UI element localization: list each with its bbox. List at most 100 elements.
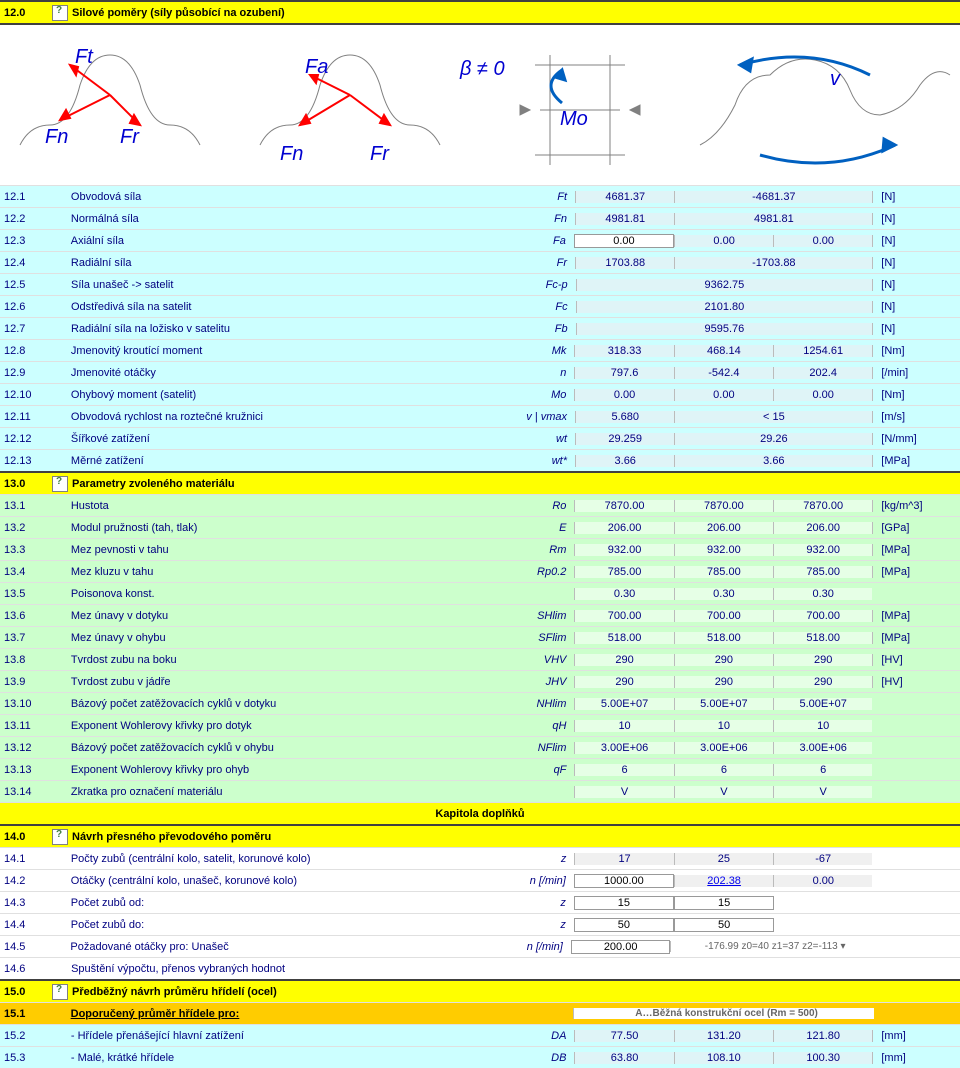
value-1[interactable]: 200.00 bbox=[571, 940, 671, 954]
row-label: Mez pevnosti v tahu bbox=[71, 544, 488, 556]
row-symbol: E bbox=[488, 522, 575, 534]
value-2: 4981.81 bbox=[674, 213, 872, 225]
value-2: 700.00 bbox=[674, 610, 773, 622]
value-3: V bbox=[773, 786, 872, 798]
table-row: 14.1Počty zubů (centrální kolo, satelit,… bbox=[0, 847, 960, 869]
value-1[interactable]: 50 bbox=[574, 918, 674, 932]
value-2: 785.00 bbox=[674, 566, 773, 578]
value-1[interactable]: 0.00 bbox=[574, 234, 674, 248]
unit: [HV] bbox=[872, 676, 960, 688]
value-1: 7870.00 bbox=[574, 500, 673, 512]
table-row: 13.11Exponent Wohlerovy křivky pro dotyk… bbox=[0, 714, 960, 736]
table-row: 12.13Měrné zatíženíwt*3.663.66[MPa] bbox=[0, 449, 960, 471]
value-2[interactable]: 15 bbox=[674, 896, 774, 910]
row-label: Počet zubů do: bbox=[71, 919, 487, 931]
value-1: 3.66 bbox=[575, 455, 674, 467]
value-2: 6 bbox=[674, 764, 773, 776]
value-2: 0.30 bbox=[674, 588, 773, 600]
row-number: 13.11 bbox=[0, 720, 51, 732]
row-number: 14.2 bbox=[0, 875, 51, 887]
label-v: v bbox=[830, 68, 841, 90]
value-2: 5.00E+07 bbox=[674, 698, 773, 710]
row-symbol: SFlim bbox=[488, 632, 575, 644]
value-2: -4681.37 bbox=[674, 191, 872, 203]
value-2[interactable]: 202.38 bbox=[674, 875, 773, 887]
section-title: Předběžný návrh průměru hřídelí (ocel) bbox=[72, 986, 496, 998]
value: 9595.76 bbox=[576, 323, 873, 335]
row-number: 13.2 bbox=[0, 522, 51, 534]
table-row: 12.11Obvodová rychlost na roztečné kružn… bbox=[0, 405, 960, 427]
value-3: 6 bbox=[773, 764, 872, 776]
row-symbol: Fn bbox=[488, 213, 575, 225]
row-symbol: n bbox=[488, 367, 575, 379]
row-number: 12.10 bbox=[0, 389, 51, 401]
row-symbol: DB bbox=[488, 1052, 575, 1064]
row-symbol: Rp0.2 bbox=[488, 566, 575, 578]
value-3: 932.00 bbox=[773, 544, 872, 556]
row-symbol: Mo bbox=[488, 389, 575, 401]
section-title: Návrh přesného převodového poměru bbox=[72, 831, 496, 843]
section-13-header: 13.0 Parametry zvoleného materiálu bbox=[0, 471, 960, 494]
row-label: Mez kluzu v tahu bbox=[71, 566, 488, 578]
material-dropdown[interactable]: A…Běžná konstrukční ocel (Rm = 500) bbox=[573, 1008, 874, 1019]
section-14-header: 14.0 Návrh přesného převodového poměru bbox=[0, 824, 960, 847]
row-label: Mez únavy v dotyku bbox=[71, 610, 488, 622]
dropdown[interactable]: -176.99 z0=40 z1=37 z2=-113 ▾ bbox=[670, 941, 872, 952]
row-symbol: v | vmax bbox=[488, 411, 575, 423]
help-icon[interactable] bbox=[52, 984, 68, 1000]
table-row: 12.10Ohybový moment (satelit)Mo0.000.000… bbox=[0, 383, 960, 405]
value-3: 10 bbox=[773, 720, 872, 732]
row-label: Počet zubů od: bbox=[71, 897, 487, 909]
section-number: 12.0 bbox=[0, 7, 52, 19]
row-number: 12.4 bbox=[0, 257, 51, 269]
row-number: 13.13 bbox=[0, 764, 51, 776]
row-label: - Malé, krátké hřídele bbox=[71, 1052, 488, 1064]
value-2: V bbox=[674, 786, 773, 798]
value-1: 5.680 bbox=[575, 411, 674, 423]
row-symbol: Fc-p bbox=[489, 279, 576, 291]
value-1: 63.80 bbox=[574, 1052, 673, 1064]
row-symbol: Mk bbox=[488, 345, 575, 357]
row-symbol: Fc bbox=[489, 301, 576, 313]
table-row: 13.8Tvrdost zubu na bokuVHV290290290[HV] bbox=[0, 648, 960, 670]
value-1[interactable]: 1000.00 bbox=[574, 874, 674, 888]
value-1: 1703.88 bbox=[575, 257, 674, 269]
value-3: 1254.61 bbox=[773, 345, 872, 357]
row-number: 12.3 bbox=[0, 235, 51, 247]
table-row: 13.13Exponent Wohlerovy křivky pro ohybq… bbox=[0, 758, 960, 780]
row-label: - Hřídele přenášející hlavní zatížení bbox=[71, 1030, 488, 1042]
help-icon[interactable] bbox=[52, 829, 68, 845]
unit: [MPa] bbox=[872, 455, 960, 467]
value-2: 206.00 bbox=[674, 522, 773, 534]
unit: [N] bbox=[872, 257, 960, 269]
row-number: 14.6 bbox=[0, 963, 51, 975]
row-number: 12.8 bbox=[0, 345, 51, 357]
value-1: 77.50 bbox=[574, 1030, 673, 1042]
table-row: 13.3Mez pevnosti v tahuRm932.00932.00932… bbox=[0, 538, 960, 560]
table-row: 14.3Počet zubů od:z1515 bbox=[0, 891, 960, 913]
row-label: Ohybový moment (satelit) bbox=[71, 389, 488, 401]
row-number: 12.9 bbox=[0, 367, 51, 379]
section-title: Silové poměry (síly působící na ozubení) bbox=[72, 7, 496, 19]
unit: [Nm] bbox=[872, 345, 960, 357]
row-number: 13.4 bbox=[0, 566, 51, 578]
row-label: Tvrdost zubu na boku bbox=[71, 654, 488, 666]
value-2[interactable]: 50 bbox=[674, 918, 774, 932]
table-row: 12.8Jmenovitý kroutící momentMk318.33468… bbox=[0, 339, 960, 361]
unit: [GPa] bbox=[872, 522, 960, 534]
table-row: 12.3Axiální sílaFa0.000.000.00[N] bbox=[0, 229, 960, 251]
row-number: 14.3 bbox=[0, 897, 51, 909]
row-number: 13.9 bbox=[0, 676, 51, 688]
table-row: 12.6Odstředivá síla na satelitFc2101.80[… bbox=[0, 295, 960, 317]
row-label: Bázový počet zatěžovacích cyklů v ohybu bbox=[71, 742, 488, 754]
help-icon[interactable] bbox=[52, 476, 68, 492]
row-number: 12.12 bbox=[0, 433, 51, 445]
table-row: 13.12Bázový počet zatěžovacích cyklů v o… bbox=[0, 736, 960, 758]
table-row: 14.6Spuštění výpočtu, přenos vybraných h… bbox=[0, 957, 960, 979]
value-1[interactable]: 15 bbox=[574, 896, 674, 910]
value-2: 3.66 bbox=[674, 455, 872, 467]
help-icon[interactable] bbox=[52, 5, 68, 21]
value-3: 121.80 bbox=[773, 1030, 872, 1042]
value-3: 3.00E+06 bbox=[773, 742, 872, 754]
row-symbol: wt bbox=[488, 433, 575, 445]
